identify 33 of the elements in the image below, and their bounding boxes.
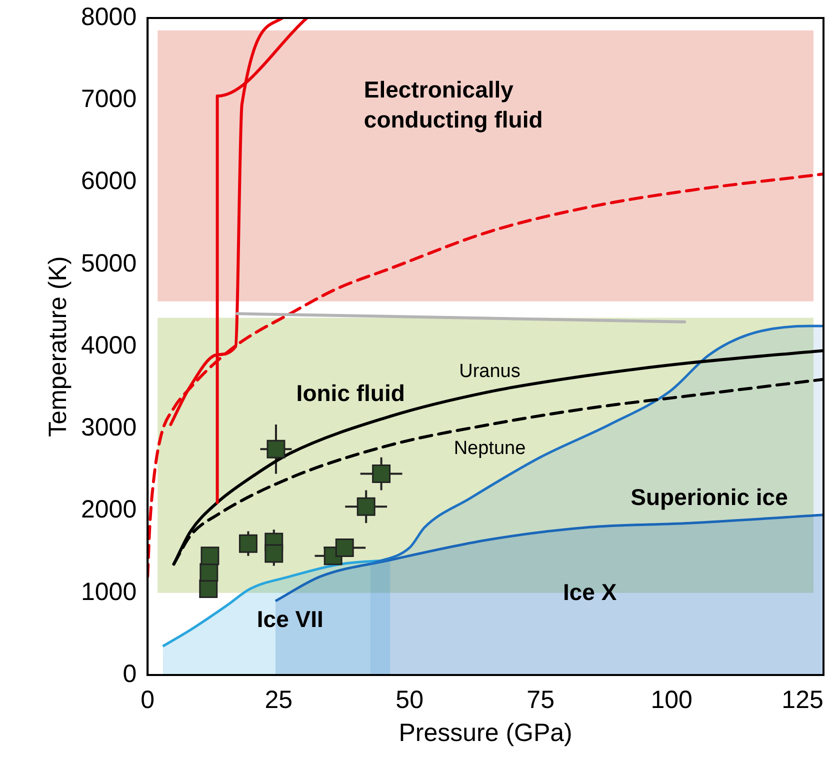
series-label: Ice VII [256,606,324,632]
point [200,563,218,582]
series-label: Ice X [562,579,618,606]
y-tick-label: 3000 [80,414,137,442]
point [199,580,218,598]
x-tick-label: 100 [650,686,692,714]
series-label: Superionic ice [630,484,788,510]
x-tick-label: 25 [264,686,293,714]
y-tick-label: 4000 [80,331,137,360]
y-axis-title: Temperature (K) [44,256,72,437]
x-tick-label: 125 [782,686,824,714]
band-label: Electronically conducting fluid [364,76,543,133]
y-tick-label: 7000 [80,85,137,114]
y-tick-label: 0 [122,660,137,688]
x-tick-label: 0 [140,686,155,714]
y-tick-label: 1000 [80,578,137,606]
point [335,538,354,557]
y-tick-label: 2000 [80,496,137,524]
series-label: Neptune [454,438,526,459]
y-tick-label: 8000 [80,2,137,31]
x-tick-label: 75 [526,686,554,714]
point [264,544,284,563]
point [266,440,286,458]
y-tick-label: 5000 [80,249,137,278]
point [238,534,258,553]
y-tick-label: 6000 [80,167,137,196]
band-label: Ionic fluid [296,380,405,406]
x-axis-title: Pressure (GPa) [398,718,572,747]
point [200,546,220,566]
point [356,497,376,516]
x-tick-label: 50 [396,686,424,714]
point [372,464,391,484]
series-label: Uranus [459,360,520,382]
